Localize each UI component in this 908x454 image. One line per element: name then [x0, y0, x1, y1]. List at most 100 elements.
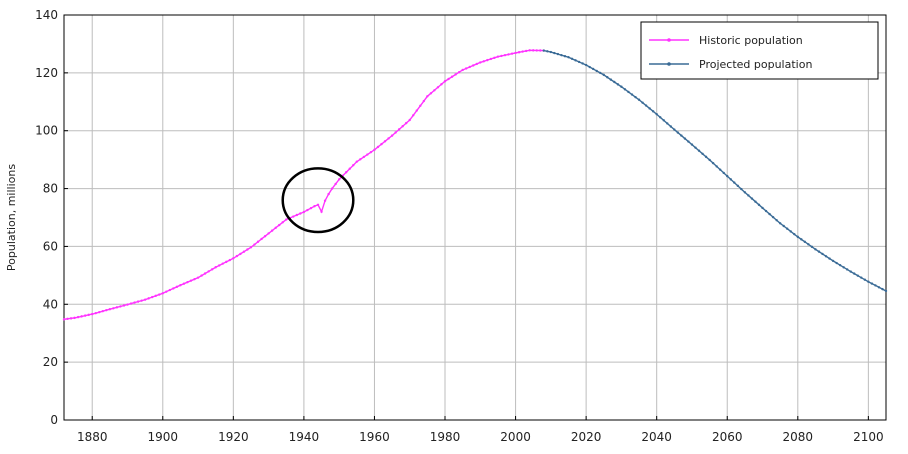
data-point-projected-population: [722, 171, 725, 175]
data-point-projected-population: [673, 128, 676, 131]
data-point-historic-population: [80, 315, 83, 318]
data-point-historic-population: [295, 213, 299, 217]
data-point-historic-population: [196, 276, 200, 279]
data-point-historic-population: [510, 52, 514, 55]
data-point-historic-population: [443, 80, 447, 83]
data-point-projected-population: [546, 50, 549, 53]
data-point-historic-population: [218, 264, 221, 267]
x-tick-label: 1940: [289, 430, 320, 444]
data-point-projected-population: [599, 71, 602, 75]
x-tick-label: 2060: [712, 430, 743, 444]
data-point-historic-population: [98, 310, 101, 314]
data-point-historic-population: [302, 210, 306, 214]
data-point-historic-population: [461, 68, 464, 72]
data-point-historic-population: [362, 155, 366, 159]
data-point-projected-population: [697, 149, 701, 152]
data-point-projected-population: [775, 219, 778, 222]
data-point-projected-population: [609, 78, 613, 81]
data-point-historic-population: [412, 114, 415, 117]
data-point-projected-population: [630, 93, 634, 96]
data-point-projected-population: [648, 107, 651, 110]
data-point-historic-population: [348, 167, 351, 170]
data-point-projected-population: [796, 235, 800, 239]
y-axis-ticks: 0 20 40 60 80 100 120 140: [35, 8, 68, 427]
data-point-historic-population: [366, 153, 369, 156]
data-point-projected-population: [588, 65, 591, 69]
data-point-projected-population: [757, 203, 761, 207]
data-point-projected-population: [687, 140, 690, 143]
data-point-projected-population: [877, 286, 881, 289]
y-axis-label: Population, millions: [5, 164, 18, 271]
data-point-historic-population: [143, 298, 147, 301]
annotation-layer: [281, 167, 355, 234]
data-point-projected-population: [574, 59, 577, 62]
y-tick-label: 0: [50, 413, 58, 427]
data-point-projected-population: [870, 282, 874, 285]
data-point-projected-population: [764, 209, 768, 213]
data-point-historic-population: [376, 145, 380, 149]
data-point-historic-population: [450, 75, 454, 78]
x-tick-label: 1960: [359, 430, 390, 444]
data-point-projected-population: [553, 51, 556, 55]
data-point-historic-population: [91, 312, 94, 316]
data-point-projected-population: [549, 50, 553, 54]
data-point-historic-population: [150, 295, 154, 299]
y-tick-label: 60: [43, 239, 58, 253]
data-point-historic-population: [249, 246, 253, 249]
data-point-historic-population: [94, 311, 97, 315]
data-point-historic-population: [486, 58, 489, 62]
x-tick-label: 1980: [430, 430, 461, 444]
data-point-historic-population: [175, 285, 179, 289]
data-point-projected-population: [641, 101, 644, 104]
data-point-historic-population: [426, 95, 429, 98]
data-point-projected-population: [786, 227, 789, 230]
data-point-historic-population: [165, 290, 168, 293]
legend-box: [640, 21, 879, 80]
data-point-projected-population: [666, 122, 669, 125]
data-point-historic-population: [323, 199, 327, 202]
data-point-historic-population: [193, 277, 196, 281]
data-point-projected-population: [736, 184, 740, 188]
data-point-historic-population: [507, 53, 510, 56]
y-tick-label: 120: [35, 66, 58, 80]
data-point-historic-population: [521, 50, 524, 53]
data-point-projected-population: [768, 212, 771, 216]
data-point-projected-population: [814, 248, 817, 251]
data-point-historic-population: [168, 288, 172, 292]
data-point-historic-population: [105, 308, 108, 312]
data-point-historic-population: [464, 67, 468, 70]
data-point-historic-population: [235, 254, 239, 258]
x-tick-label: 2000: [500, 430, 531, 444]
data-point-historic-population: [327, 192, 330, 196]
data-point-historic-population: [299, 212, 302, 215]
data-point-historic-population: [496, 55, 500, 58]
data-point-projected-population: [616, 83, 620, 86]
data-point-historic-population: [256, 240, 260, 243]
y-tick-label: 100: [35, 124, 58, 138]
data-point-projected-population: [659, 116, 662, 119]
data-point-historic-population: [200, 274, 203, 277]
data-point-projected-population: [669, 125, 672, 128]
data-point-historic-population: [129, 302, 133, 305]
data-point-projected-population: [771, 215, 775, 219]
data-point-historic-population: [62, 318, 66, 321]
data-point-historic-population: [539, 49, 542, 52]
data-point-historic-population: [528, 49, 531, 52]
data-point-projected-population: [750, 197, 754, 200]
data-point-historic-population: [232, 257, 235, 260]
data-point-historic-population: [182, 282, 186, 285]
data-point-projected-population: [761, 206, 764, 210]
data-point-projected-population: [655, 113, 658, 116]
legend: Historic population Projected population: [640, 21, 879, 80]
y-tick-label: 40: [43, 297, 58, 311]
data-point-projected-population: [595, 69, 598, 73]
y-tick-label: 20: [43, 355, 58, 369]
data-point-historic-population: [73, 316, 76, 320]
data-point-historic-population: [136, 300, 140, 303]
y-tick-label: 80: [43, 182, 58, 196]
data-point-historic-population: [419, 104, 422, 107]
data-point-historic-population: [274, 226, 277, 230]
highlight-circle: [281, 167, 355, 234]
data-point-historic-population: [334, 182, 337, 186]
